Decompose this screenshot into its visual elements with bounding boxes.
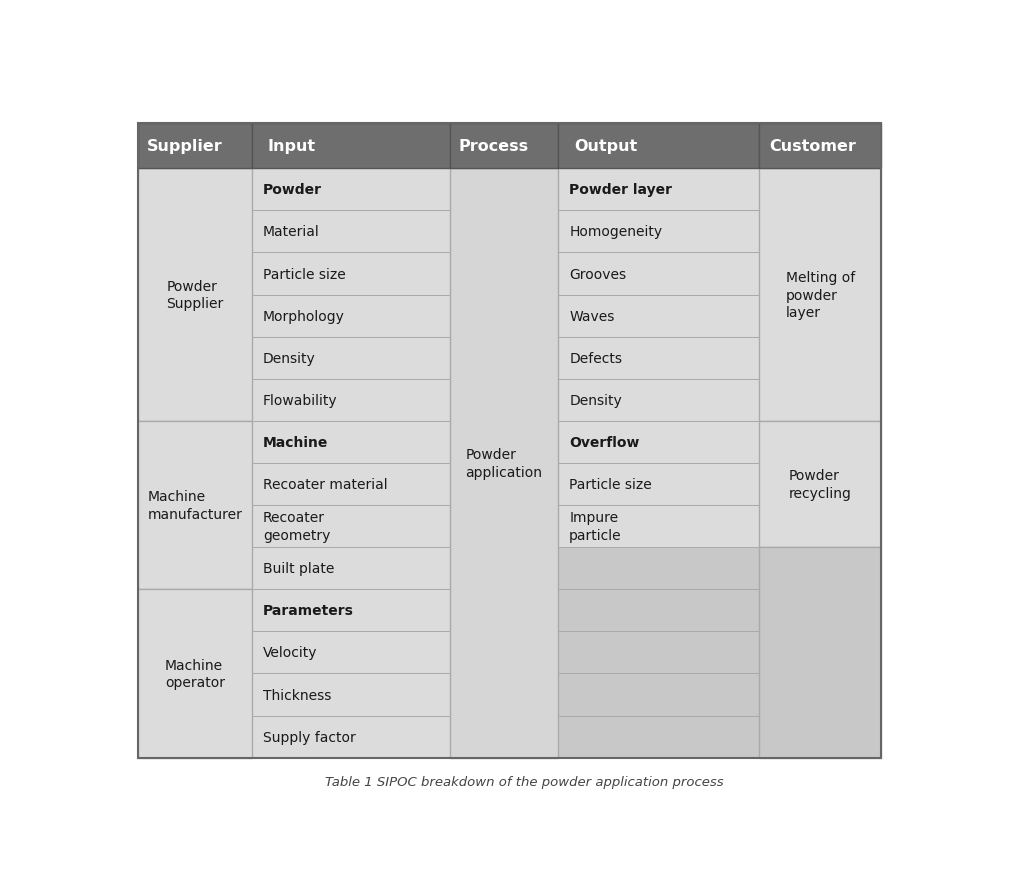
Text: Impure
particle: Impure particle <box>569 511 622 542</box>
Bar <box>558 506 760 548</box>
Bar <box>252 211 450 253</box>
Bar <box>252 338 450 379</box>
Bar <box>558 295 760 338</box>
Text: Velocity: Velocity <box>263 646 317 660</box>
Text: Powder: Powder <box>263 183 322 197</box>
Bar <box>252 379 450 422</box>
Bar <box>760 169 881 422</box>
Text: Recoater material: Recoater material <box>263 478 388 492</box>
Bar <box>558 123 760 169</box>
Bar <box>252 295 450 338</box>
Bar <box>558 211 760 253</box>
Text: Powder layer: Powder layer <box>569 183 672 197</box>
Text: Particle size: Particle size <box>569 478 652 492</box>
Bar <box>252 589 450 632</box>
Text: Machine
manufacturer: Machine manufacturer <box>147 490 243 521</box>
Bar <box>137 422 252 589</box>
Text: Machine
operator: Machine operator <box>165 658 225 689</box>
Bar <box>137 169 252 422</box>
Bar <box>252 673 450 716</box>
Text: Customer: Customer <box>769 139 856 153</box>
Text: Density: Density <box>263 352 315 365</box>
Text: Particle size: Particle size <box>263 268 346 281</box>
Text: Material: Material <box>263 225 319 239</box>
Bar <box>558 253 760 295</box>
Bar <box>558 632 760 673</box>
Text: Thickness: Thickness <box>263 688 332 702</box>
Text: Waves: Waves <box>569 309 614 323</box>
Text: Recoater
geometry: Recoater geometry <box>263 511 331 542</box>
Bar <box>760 422 881 548</box>
Bar <box>252 169 450 211</box>
Text: Supplier: Supplier <box>146 139 222 153</box>
Text: Parameters: Parameters <box>263 603 354 618</box>
Text: Supply factor: Supply factor <box>263 730 355 744</box>
Text: Powder
recycling: Powder recycling <box>788 469 852 500</box>
Bar <box>137 123 252 169</box>
Text: Powder
Supplier: Powder Supplier <box>166 280 223 311</box>
Text: Powder
application: Powder application <box>465 447 543 479</box>
Text: Input: Input <box>268 139 316 153</box>
Text: Table 1 SIPOC breakdown of the powder application process: Table 1 SIPOC breakdown of the powder ap… <box>326 775 724 788</box>
Bar <box>252 253 450 295</box>
Text: Overflow: Overflow <box>569 435 640 449</box>
Text: Homogeneity: Homogeneity <box>569 225 663 239</box>
Text: Morphology: Morphology <box>263 309 345 323</box>
Text: Built plate: Built plate <box>263 562 335 576</box>
Bar <box>558 169 760 211</box>
Text: Process: Process <box>459 139 528 153</box>
Text: Machine: Machine <box>263 435 329 449</box>
Bar <box>137 589 252 758</box>
Bar <box>252 548 450 589</box>
Bar <box>558 673 760 716</box>
Bar <box>450 169 558 758</box>
Bar <box>558 463 760 506</box>
Bar <box>558 589 760 632</box>
Bar <box>252 422 450 463</box>
Bar <box>252 123 450 169</box>
Text: Density: Density <box>569 393 622 408</box>
Bar <box>252 506 450 548</box>
Bar <box>252 632 450 673</box>
Bar <box>252 463 450 506</box>
Text: Melting of
powder
layer: Melting of powder layer <box>785 271 855 320</box>
Bar <box>558 379 760 422</box>
Bar <box>558 422 760 463</box>
Text: Defects: Defects <box>569 352 623 365</box>
Text: Flowability: Flowability <box>263 393 338 408</box>
Bar <box>760 548 881 758</box>
Text: Output: Output <box>574 139 638 153</box>
Bar <box>558 548 760 589</box>
Text: Grooves: Grooves <box>569 268 627 281</box>
Bar <box>450 123 558 169</box>
Bar <box>252 716 450 758</box>
Bar <box>558 716 760 758</box>
Bar <box>760 123 881 169</box>
Bar <box>558 338 760 379</box>
